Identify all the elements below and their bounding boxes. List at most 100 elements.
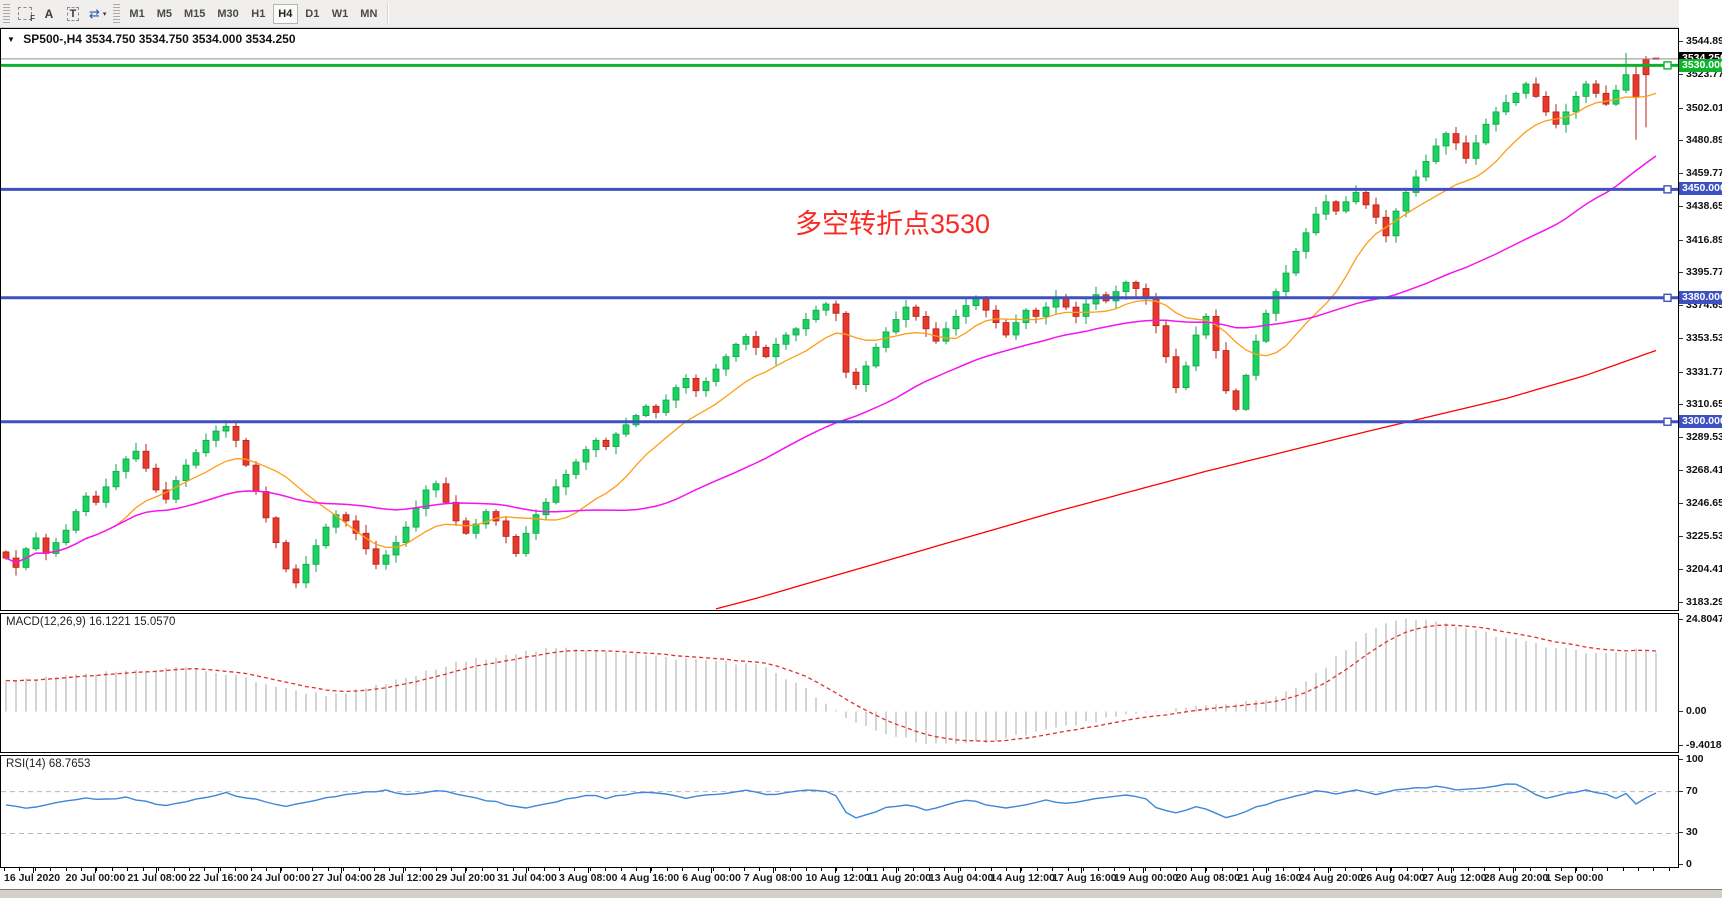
symbol-period-label: SP500-,H4 (23, 32, 82, 46)
price-axis[interactable]: 3544.8903523.7703502.0103480.8903459.770… (1679, 0, 1722, 898)
time-minor-tick (944, 868, 946, 871)
time-minor-tick (1576, 868, 1578, 871)
macd-chart[interactable] (1, 614, 1678, 752)
time-minor-tick (1422, 868, 1424, 871)
timeframe-button-M15[interactable]: M15 (179, 4, 210, 24)
candle-body (392, 542, 400, 556)
timeframe-button-D1[interactable]: D1 (300, 4, 325, 24)
candle-body (92, 495, 100, 503)
candle-body (312, 545, 320, 565)
candle-body (492, 511, 500, 522)
timeframe-button-M5[interactable]: M5 (152, 4, 177, 24)
candle-body (302, 563, 310, 584)
time-major-tick (772, 868, 774, 873)
level-handle-3530[interactable] (1663, 61, 1672, 70)
time-minor-tick (188, 868, 190, 871)
price-chart-panel[interactable]: ▼ SP500-,H4 3534.750 3534.750 3534.000 3… (0, 28, 1679, 611)
candlestick-chart[interactable] (1, 29, 1678, 610)
time-minor-tick (1360, 868, 1362, 871)
toolbar-grip[interactable] (3, 3, 10, 24)
time-axis-label: 3 Aug 08:00 (558, 872, 618, 884)
time-minor-tick (928, 868, 930, 871)
timeframe-button-M1[interactable]: M1 (124, 4, 149, 24)
candle-body (552, 486, 560, 503)
time-minor-tick (343, 868, 345, 871)
time-minor-tick (1530, 868, 1532, 871)
candle-body (1432, 145, 1440, 162)
time-axis[interactable]: 16 Jul 2020 20 Jul 00:00 21 Jul 08:00 22 Ju… (0, 868, 1722, 889)
time-minor-tick (327, 868, 329, 871)
candle-body (112, 470, 120, 488)
timeframe-button-H4[interactable]: H4 (272, 3, 298, 24)
candle-body (332, 514, 340, 528)
candle-body (1392, 210, 1400, 237)
time-major-tick (464, 868, 466, 873)
timeframe-button-MN[interactable]: MN (355, 4, 382, 24)
rsi-chart[interactable] (1, 756, 1678, 867)
candle-body (1332, 201, 1340, 212)
chart-frame-icon[interactable]: F (13, 3, 37, 24)
candle-body (72, 511, 80, 531)
rsi-tick-label: 70 (1679, 785, 1698, 798)
arrow-tools-icon[interactable]: ⇄ ▾ (85, 3, 110, 24)
candle-body (1642, 58, 1650, 76)
candle-body (672, 387, 680, 401)
time-minor-tick (1036, 868, 1038, 871)
time-minor-tick (1067, 868, 1069, 871)
time-minor-tick (1499, 868, 1501, 871)
rsi-panel[interactable]: RSI(14) 68.7653 (0, 755, 1679, 868)
price-tick-label: 3544.890 (1679, 35, 1722, 48)
candle-body (562, 474, 570, 488)
candle-body (1282, 272, 1290, 293)
candle-body (292, 568, 300, 584)
candle-body (192, 452, 200, 466)
candle-body (82, 495, 90, 513)
time-minor-tick (481, 868, 483, 871)
time-minor-tick (1329, 868, 1331, 871)
time-minor-tick (1268, 868, 1270, 871)
rsi-tick-label: 0 (1679, 858, 1692, 871)
candle-body (622, 424, 630, 435)
candle-body (452, 501, 460, 522)
time-major-tick (1266, 868, 1268, 873)
candle-body (742, 336, 750, 345)
chart-title: ▼ SP500-,H4 3534.750 3534.750 3534.000 3… (7, 32, 296, 46)
timeframe-button-H1[interactable]: H1 (246, 4, 271, 24)
candle-body (1582, 83, 1590, 97)
collapse-triangle-icon[interactable]: ▼ (7, 35, 15, 44)
time-minor-tick (142, 868, 144, 871)
candle-body (472, 523, 480, 534)
text-label-icon[interactable]: A (37, 3, 61, 24)
candle-body (692, 377, 700, 392)
time-minor-tick (204, 868, 206, 871)
candle-body (102, 486, 110, 503)
candle-body (662, 399, 670, 413)
candle-body (922, 316, 930, 330)
timeframe-button-group: M1 M5 M15 M30 H1 H4 D1 W1 MN (123, 3, 383, 24)
time-axis-label: 4 Aug 16:00 (620, 872, 680, 884)
level-handle-3380[interactable] (1663, 293, 1672, 303)
time-minor-tick (1052, 868, 1054, 871)
text-box-icon[interactable]: T (61, 3, 85, 24)
timeframe-button-M30[interactable]: M30 (212, 4, 243, 24)
candle-body (272, 517, 280, 544)
candle-body (1372, 204, 1380, 218)
candle-body (512, 536, 520, 554)
time-major-tick (587, 868, 589, 873)
toolbar-grip[interactable] (113, 3, 121, 24)
timeframe-button-W1[interactable]: W1 (327, 4, 354, 24)
time-minor-tick (651, 868, 653, 871)
time-minor-tick (1637, 868, 1639, 871)
level-handle-3300[interactable] (1663, 417, 1672, 426)
level-handle-3450[interactable] (1663, 185, 1672, 194)
time-minor-tick (296, 868, 298, 871)
candle-body (1322, 201, 1330, 215)
rsi-tick-label: 30 (1679, 826, 1698, 839)
candle-body (952, 316, 960, 330)
candle-body (162, 489, 170, 500)
candle-body (1032, 309, 1040, 317)
macd-panel[interactable]: MACD(12,26,9) 16.1221 15.0570 (0, 613, 1679, 753)
time-major-tick (896, 868, 898, 873)
candle-body (762, 346, 770, 358)
time-minor-tick (512, 868, 514, 871)
